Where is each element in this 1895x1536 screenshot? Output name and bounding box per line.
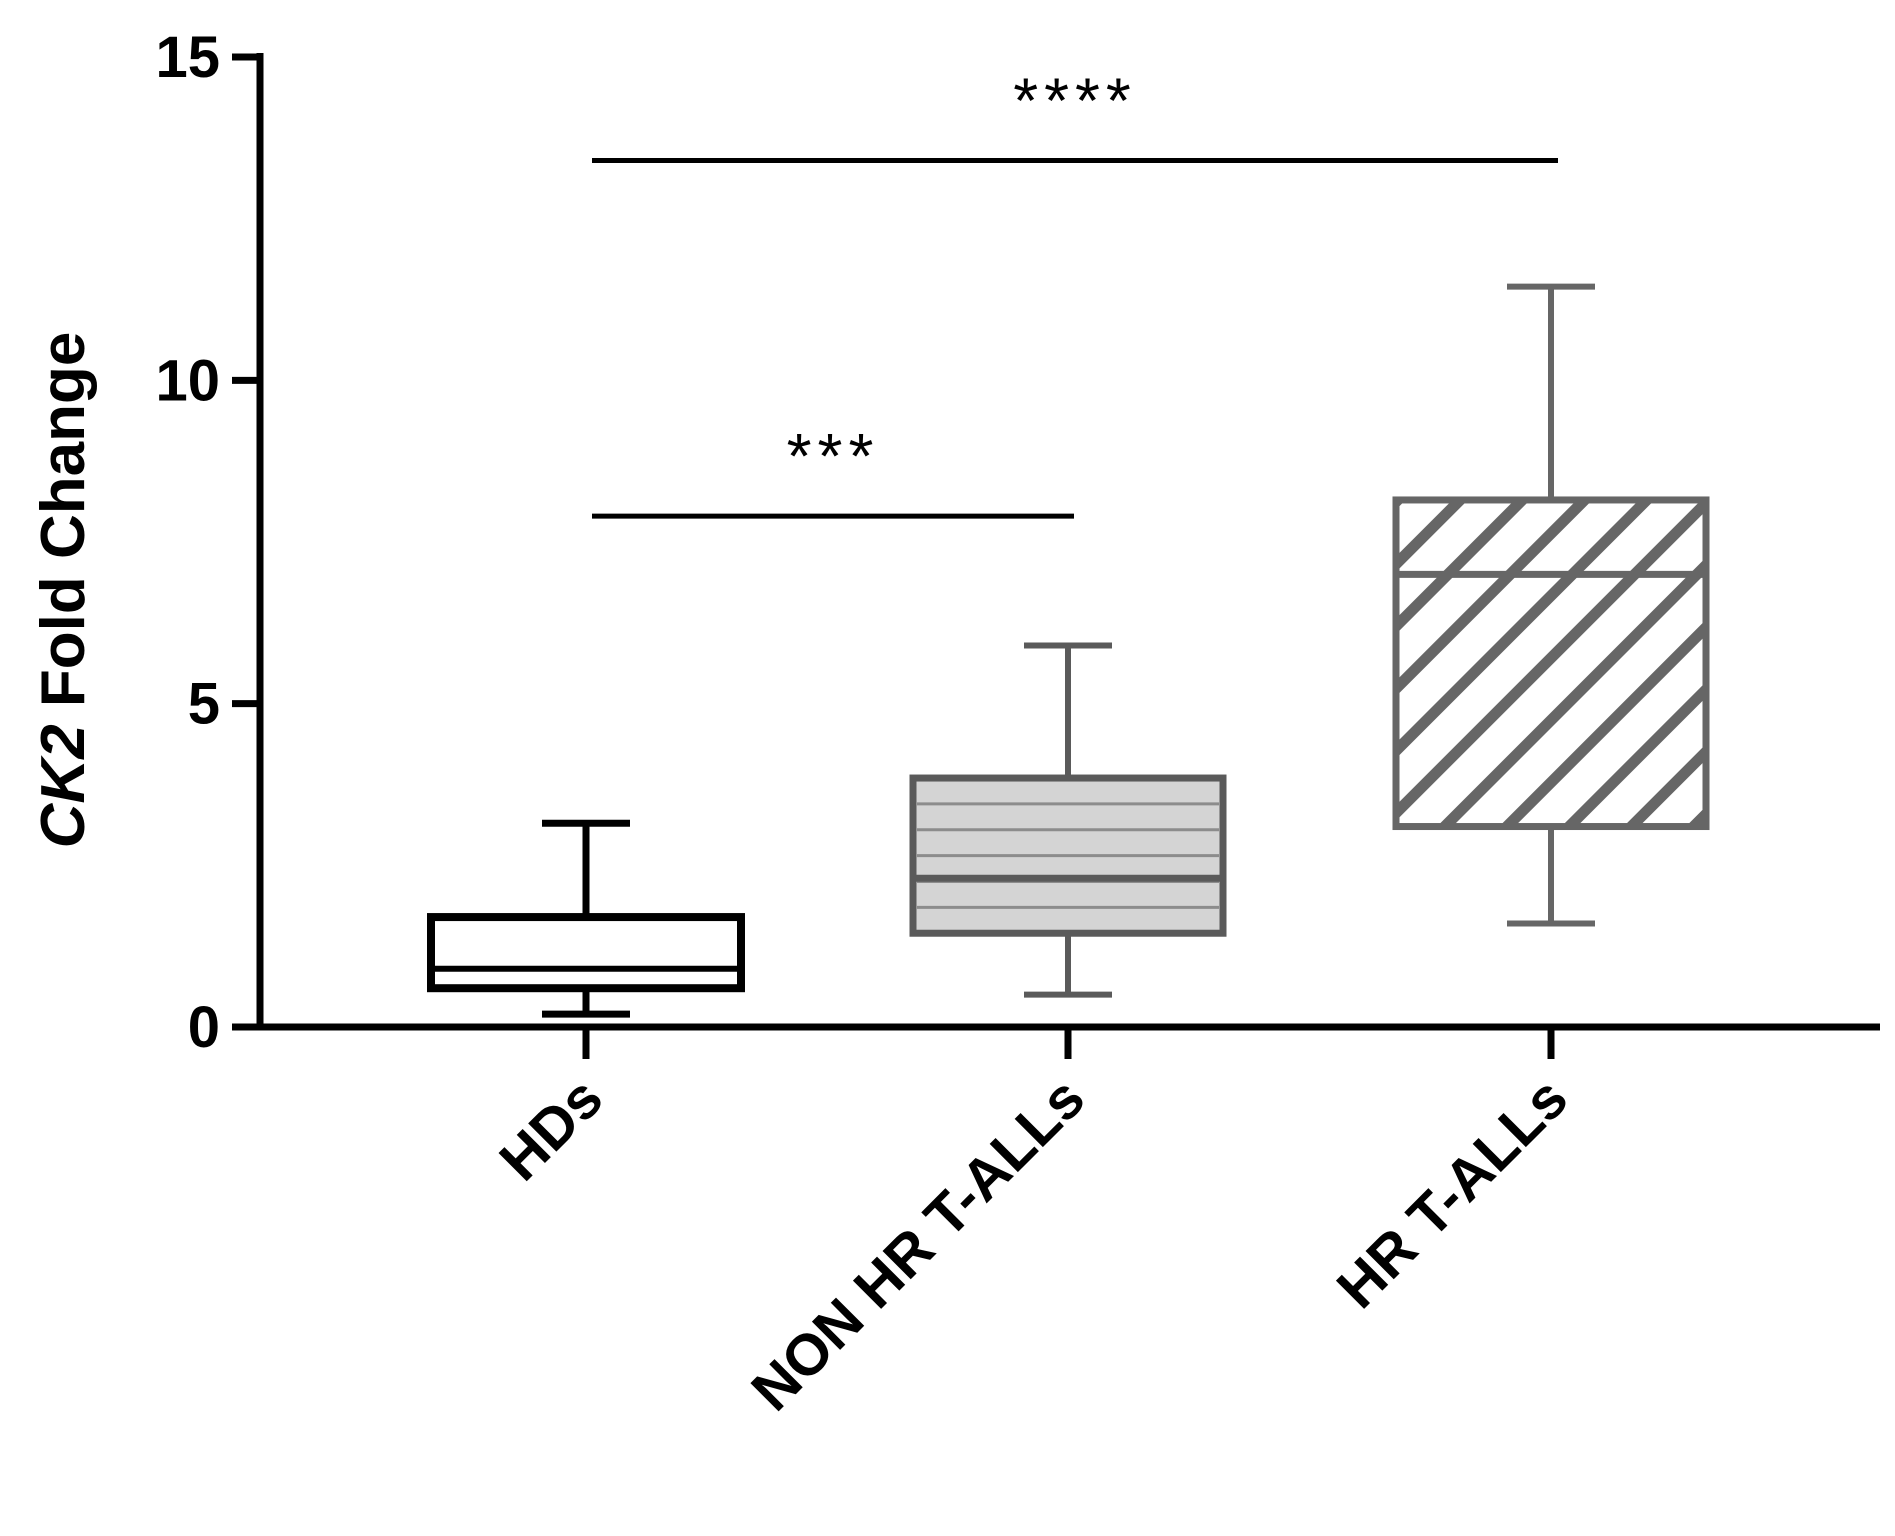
y-axis-label: CK2 Fold Change	[29, 332, 98, 849]
box-3	[1392, 283, 1710, 927]
box-2	[909, 642, 1227, 998]
y-tick-label: 10	[155, 348, 220, 413]
significance-bars: *******	[592, 64, 1558, 519]
y-tick-label: 0	[188, 995, 220, 1060]
box-iqr	[1392, 496, 1710, 831]
significance-label: ****	[1013, 64, 1137, 136]
boxes	[427, 283, 1710, 1018]
y-axis-label-rest: Fold Change	[29, 332, 98, 725]
y-tick-label: 5	[188, 672, 220, 737]
category-labels: HDs NON HR T-ALLs HR T-ALLs	[487, 1065, 1580, 1423]
box-iqr	[427, 913, 745, 993]
box-1	[427, 819, 745, 1018]
y-tick-label: 15	[155, 25, 220, 90]
category-label: HDs	[487, 1065, 615, 1193]
category-label: HR T-ALLs	[1325, 1065, 1581, 1321]
category-label: NON HR T-ALLs	[739, 1065, 1097, 1423]
y-ticks: 0 5 10 15	[155, 25, 260, 1060]
axes	[256, 53, 1880, 1059]
svg-text:CK2 Fold Change: CK2 Fold Change	[29, 332, 98, 849]
y-axis-label-gene: CK2	[29, 724, 98, 848]
significance-label: ***	[787, 420, 880, 492]
